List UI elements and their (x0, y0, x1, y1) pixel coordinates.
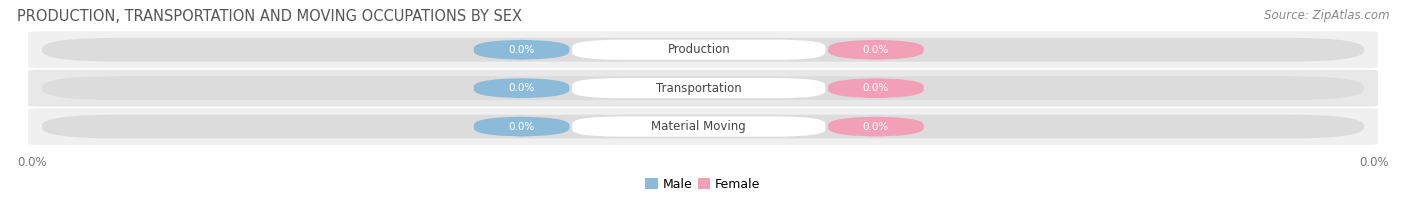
FancyBboxPatch shape (42, 115, 1364, 138)
Text: 0.0%: 0.0% (1360, 156, 1389, 169)
FancyBboxPatch shape (572, 40, 825, 60)
Text: 0.0%: 0.0% (17, 156, 46, 169)
FancyBboxPatch shape (28, 70, 1378, 107)
FancyBboxPatch shape (572, 78, 825, 98)
Text: Production: Production (668, 43, 730, 56)
Text: Material Moving: Material Moving (651, 120, 747, 133)
Text: 0.0%: 0.0% (863, 45, 889, 55)
Text: 0.0%: 0.0% (863, 83, 889, 93)
FancyBboxPatch shape (28, 31, 1378, 68)
FancyBboxPatch shape (474, 40, 569, 60)
Text: Transportation: Transportation (657, 82, 741, 95)
Text: 0.0%: 0.0% (509, 122, 534, 132)
FancyBboxPatch shape (28, 108, 1378, 145)
FancyBboxPatch shape (42, 76, 1364, 100)
FancyBboxPatch shape (828, 116, 924, 137)
Text: 0.0%: 0.0% (509, 45, 534, 55)
Text: 0.0%: 0.0% (509, 83, 534, 93)
Text: PRODUCTION, TRANSPORTATION AND MOVING OCCUPATIONS BY SEX: PRODUCTION, TRANSPORTATION AND MOVING OC… (17, 9, 522, 24)
FancyBboxPatch shape (42, 38, 1364, 62)
FancyBboxPatch shape (828, 40, 924, 60)
FancyBboxPatch shape (828, 78, 924, 98)
FancyBboxPatch shape (572, 116, 825, 137)
Legend: Male, Female: Male, Female (645, 178, 761, 191)
Text: Source: ZipAtlas.com: Source: ZipAtlas.com (1264, 9, 1389, 22)
FancyBboxPatch shape (474, 78, 569, 98)
Text: 0.0%: 0.0% (863, 122, 889, 132)
FancyBboxPatch shape (474, 116, 569, 137)
